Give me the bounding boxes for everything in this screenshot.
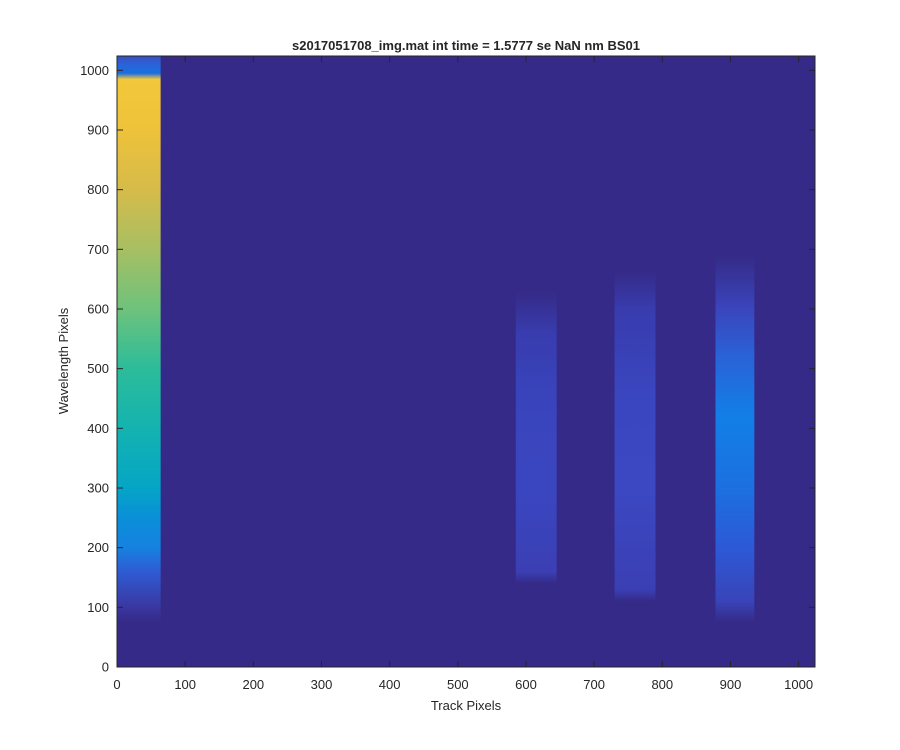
y-tick-label: 1000 [80, 63, 109, 78]
heatmap-band [117, 56, 161, 623]
y-tick-label: 800 [87, 182, 109, 197]
x-tick-label: 100 [174, 677, 196, 692]
x-tick-label: 1000 [784, 677, 813, 692]
heatmap-band [515, 291, 557, 584]
x-tick-label: 0 [113, 677, 120, 692]
axes-frame [116, 55, 816, 668]
x-tick-label: 300 [311, 677, 333, 692]
x-tick-label: 700 [583, 677, 605, 692]
x-tick-label: 200 [242, 677, 264, 692]
heatmap-bands [117, 56, 755, 623]
x-axis-ticks: 0 100 200 300 400 500 600 700 800 900 1000 [113, 56, 813, 692]
x-tick-label: 400 [379, 677, 401, 692]
y-axis-label: Wavelength Pixels [56, 307, 71, 414]
y-tick-label: 200 [87, 540, 109, 555]
plot-area [117, 56, 815, 667]
x-axis-label: Track Pixels [431, 698, 502, 713]
y-tick-label: 300 [87, 480, 109, 495]
y-tick-label: 0 [102, 660, 109, 675]
y-tick-label: 500 [87, 361, 109, 376]
x-tick-label: 600 [515, 677, 537, 692]
x-tick-label: 800 [651, 677, 673, 692]
chart-title: s2017051708_img.mat int time = 1.5777 se… [292, 38, 640, 53]
y-tick-label: 900 [87, 122, 109, 137]
y-tick-label: 100 [87, 600, 109, 615]
y-tick-label: 700 [87, 242, 109, 257]
y-tick-label: 400 [87, 421, 109, 436]
y-axis-ticks: 0 100 200 300 400 500 600 700 800 900 1000 [80, 63, 815, 675]
x-tick-label: 900 [720, 677, 742, 692]
heatmap-band [614, 270, 656, 602]
y-tick-label: 600 [87, 301, 109, 316]
heatmap-band [715, 255, 755, 623]
x-tick-label: 500 [447, 677, 469, 692]
